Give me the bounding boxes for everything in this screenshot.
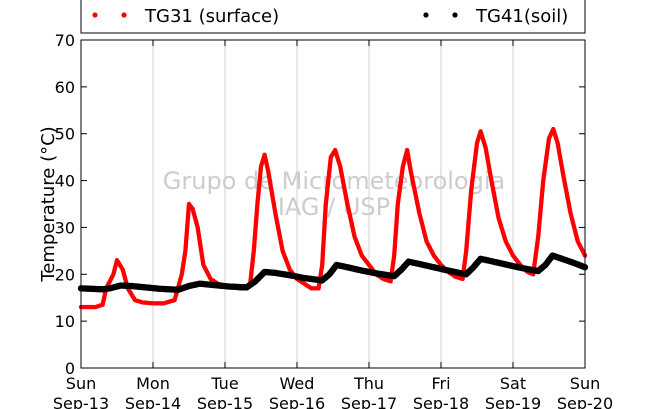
x-tick-label-date: Sep-16: [269, 394, 325, 409]
y-tick-label: 60: [55, 78, 75, 97]
x-tick-label-date: Sep-19: [485, 394, 541, 409]
x-tick-label-day: Thu: [353, 374, 384, 393]
x-tick-label-day: Sun: [570, 374, 600, 393]
x-tick-label-date: Sep-17: [341, 394, 397, 409]
y-tick-label: 30: [55, 218, 75, 237]
legend-marker-surface: [92, 12, 98, 18]
legend-label-surface: TG31 (surface): [144, 6, 279, 27]
x-tick-label-date: Sep-13: [53, 394, 109, 409]
legend-marker-soil: [452, 12, 458, 18]
x-tick-label-day: Sat: [500, 374, 526, 393]
y-tick-label: 50: [55, 125, 75, 144]
watermark: Grupo de Micrometeorologia IAG / USP: [163, 167, 505, 221]
watermark-line-1: Grupo de Micrometeorologia: [163, 167, 505, 195]
series-soil: [77, 252, 589, 293]
legend-box: [80, 0, 586, 34]
x-axis: SunSep-13MonSep-14TueSep-15WedSep-16ThuS…: [53, 40, 613, 409]
y-tick-label: 0: [65, 359, 75, 378]
y-tick-label: 20: [55, 265, 75, 284]
plot-area-frame: [80, 39, 586, 369]
x-tick-label-date: Sep-20: [557, 394, 613, 409]
x-tick-label-day: Fri: [431, 374, 450, 393]
watermark-line-2: IAG / USP: [278, 193, 390, 221]
x-tick-label-day: Wed: [280, 374, 315, 393]
legend-marker-soil: [423, 12, 429, 18]
x-tick-label-day: Mon: [136, 374, 170, 393]
y-tick-label: 10: [55, 312, 75, 331]
x-tick-label-day: Tue: [210, 374, 238, 393]
legend-label-soil: TG41(soil): [475, 6, 568, 27]
vertical-gridlines: [152, 40, 514, 368]
x-tick-label-date: Sep-18: [413, 394, 469, 409]
y-axis-label: Temperature (°C): [38, 126, 59, 282]
x-tick-label-date: Sep-14: [125, 394, 181, 409]
legend-marker-surface: [121, 12, 127, 18]
legend: TG31 (surface) TG41(soil): [80, 0, 586, 34]
x-tick-label-day: Sun: [66, 374, 96, 393]
y-tick-label: 40: [55, 172, 75, 191]
data-series: [77, 126, 589, 310]
x-tick-label-date: Sep-15: [197, 394, 253, 409]
y-tick-label: 70: [55, 31, 75, 50]
y-axis: 0 10 20 30 40 50 60 70: [55, 31, 585, 378]
